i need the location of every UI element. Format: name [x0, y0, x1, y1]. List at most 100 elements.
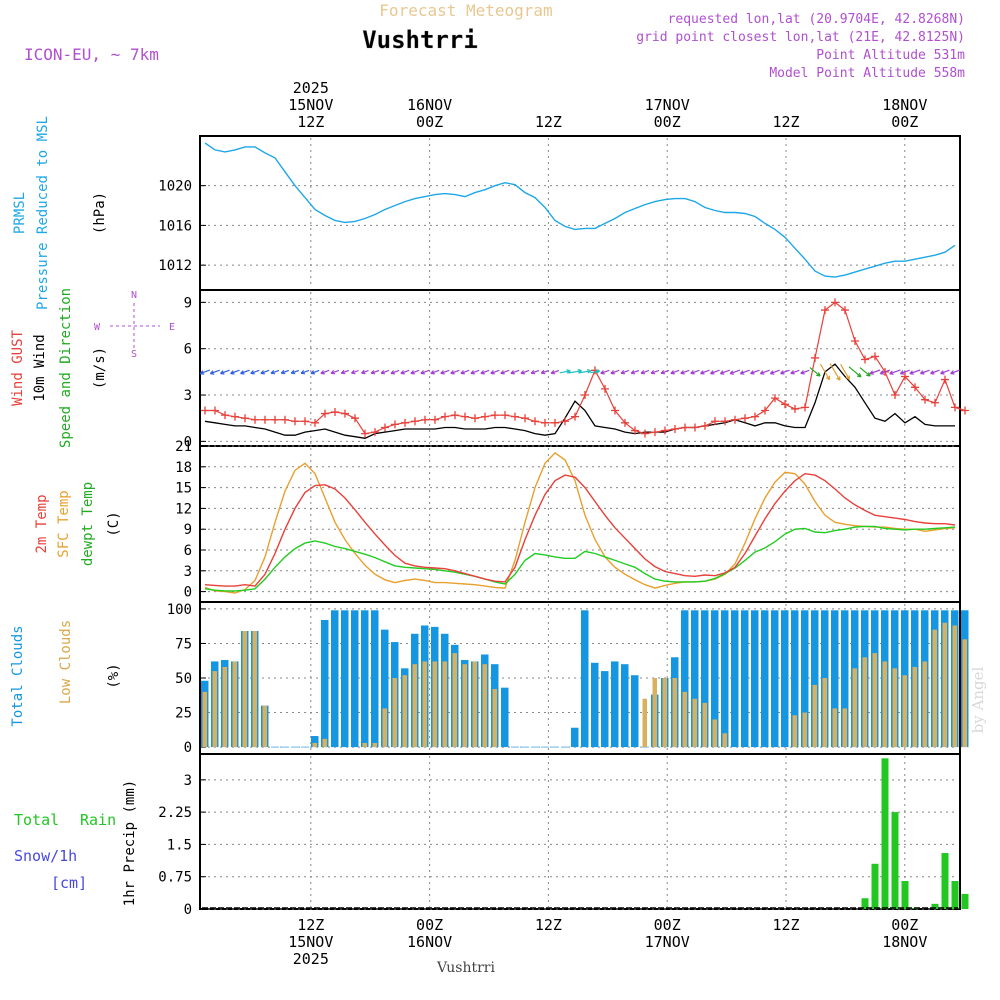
- low-cloud-bar: [712, 719, 717, 748]
- total-cloud-bar: [731, 610, 739, 748]
- compass-south: S: [131, 349, 137, 360]
- precip-label-cm: [cm]: [51, 874, 87, 892]
- wind-gust-marker: [561, 417, 569, 426]
- wind-direction-arrow: [780, 369, 790, 375]
- wind-gust-marker: [441, 412, 449, 421]
- wind-gust-marker: [491, 411, 499, 420]
- wind-gust-marker: [751, 412, 759, 421]
- low-cloud-bar: [702, 702, 707, 748]
- wind-gust-marker: [261, 415, 269, 424]
- low-cloud-bar: [452, 653, 457, 748]
- wind-direction-arrow: [350, 369, 359, 375]
- wind-direction-arrow: [270, 369, 280, 375]
- wind-direction-arrow: [219, 369, 230, 375]
- low-cloud-bar: [232, 661, 237, 748]
- wind-gust-marker: [761, 406, 769, 415]
- wind-gust-marker: [701, 421, 709, 430]
- low-cloud-bar: [672, 678, 677, 748]
- wind-direction-arrow: [859, 367, 871, 377]
- precipitation-ytick-label: 0: [184, 902, 192, 918]
- wind-gust-marker: [741, 414, 749, 423]
- total-cloud-bar: [681, 610, 689, 748]
- bottom-time-label: 12Z: [772, 916, 799, 934]
- low-cloud-bar: [212, 671, 217, 748]
- temperature-ytick-label: 15: [175, 481, 192, 497]
- wind-gust-marker: [471, 414, 479, 423]
- wind-direction-arrow: [230, 369, 240, 375]
- wind-direction-arrow: [280, 369, 290, 375]
- rain-bar: [941, 853, 949, 909]
- bottom-time-label: 15NOV: [288, 933, 333, 951]
- wind-direction-arrow: [568, 368, 582, 374]
- wind-direction-arrow: [840, 363, 850, 380]
- wind-direction-arrow: [940, 369, 950, 375]
- wind-direction-arrow: [440, 369, 450, 375]
- wind-gust-marker: [571, 412, 579, 421]
- wind-gust-marker: [431, 415, 439, 424]
- pressure-panel-frame: [199, 135, 961, 291]
- total-cloud-bar: [331, 610, 339, 748]
- wind-gust-marker: [901, 372, 909, 381]
- wind-gust-marker: [661, 426, 669, 435]
- model-point-altitude: Model Point Altitude 558m: [769, 66, 965, 81]
- wind-direction-arrow: [660, 369, 670, 375]
- compass-west: W: [94, 322, 101, 333]
- total-cloud-bar: [761, 610, 769, 748]
- low-cloud-bar: [832, 708, 837, 748]
- low-cloud-bar: [952, 625, 957, 748]
- top-time-label: 18NOV: [882, 96, 927, 114]
- pressure-ytick-label: 1016: [158, 218, 192, 234]
- low-cloud-bar: [862, 657, 867, 748]
- rain-bar: [931, 903, 939, 909]
- wind-direction-arrow: [380, 369, 390, 375]
- low-cloud-bar: [842, 708, 847, 748]
- temperature-ytick-label: 9: [184, 522, 192, 538]
- low-cloud-bar: [482, 664, 487, 748]
- wind-direction-arrow: [630, 369, 640, 375]
- low-cloud-bar: [312, 742, 317, 748]
- wind-direction-arrow: [610, 369, 620, 375]
- wind-gust-marker: [281, 415, 289, 424]
- wind-direction-arrow: [460, 369, 470, 375]
- wind-direction-arrow: [650, 369, 660, 375]
- wind-gust-marker: [601, 384, 609, 393]
- wind-direction-arrow: [600, 369, 610, 375]
- wind-direction-arrow: [590, 369, 601, 374]
- wind-gust-marker: [821, 306, 829, 315]
- wind-direction-arrow: [670, 369, 680, 375]
- wind-direction-arrow: [739, 369, 750, 375]
- low-cloud-bar: [902, 675, 907, 748]
- wind-direction-arrow: [240, 369, 250, 375]
- wind-gust-marker: [511, 412, 519, 421]
- top-time-label: 16NOV: [407, 96, 452, 114]
- temperature-ytick-label: 0: [184, 585, 192, 601]
- total-cloud-bar: [711, 610, 719, 748]
- bottom-time-label: 2025: [293, 950, 329, 968]
- clouds-ytick-label: 100: [167, 602, 192, 618]
- wind-direction-arrow: [889, 369, 901, 375]
- wind-direction-arrow: [620, 369, 630, 375]
- temp-label-dewpt: dewpt Temp: [80, 482, 96, 566]
- temperature-ytick-label: 6: [184, 543, 192, 559]
- wind-gust-marker: [921, 395, 929, 404]
- low-cloud-bar: [462, 664, 467, 748]
- wind-label-10m: 10m Wind: [32, 334, 48, 401]
- wind-direction-arrow: [700, 369, 710, 375]
- low-cloud-bar: [262, 705, 267, 748]
- wind-direction-arrow: [430, 369, 440, 375]
- top-time-label: 00Z: [654, 113, 681, 131]
- low-cloud-bar: [372, 742, 377, 748]
- wind-speed-line: [204, 363, 955, 439]
- low-cloud-bar: [932, 629, 937, 748]
- wind-direction-arrow: [819, 363, 831, 381]
- low-cloud-bar: [442, 661, 447, 748]
- wind-direction-arrow: [690, 369, 700, 375]
- compass-east: E: [169, 322, 175, 333]
- low-cloud-bar: [412, 664, 417, 748]
- low-cloud-bar: [652, 678, 657, 748]
- wind-direction-arrow: [199, 369, 211, 375]
- temp-unit: (C): [106, 511, 122, 536]
- bottom-time-label: 17NOV: [645, 933, 690, 951]
- clouds-ytick-label: 50: [175, 671, 192, 687]
- low-cloud-bar: [962, 639, 967, 748]
